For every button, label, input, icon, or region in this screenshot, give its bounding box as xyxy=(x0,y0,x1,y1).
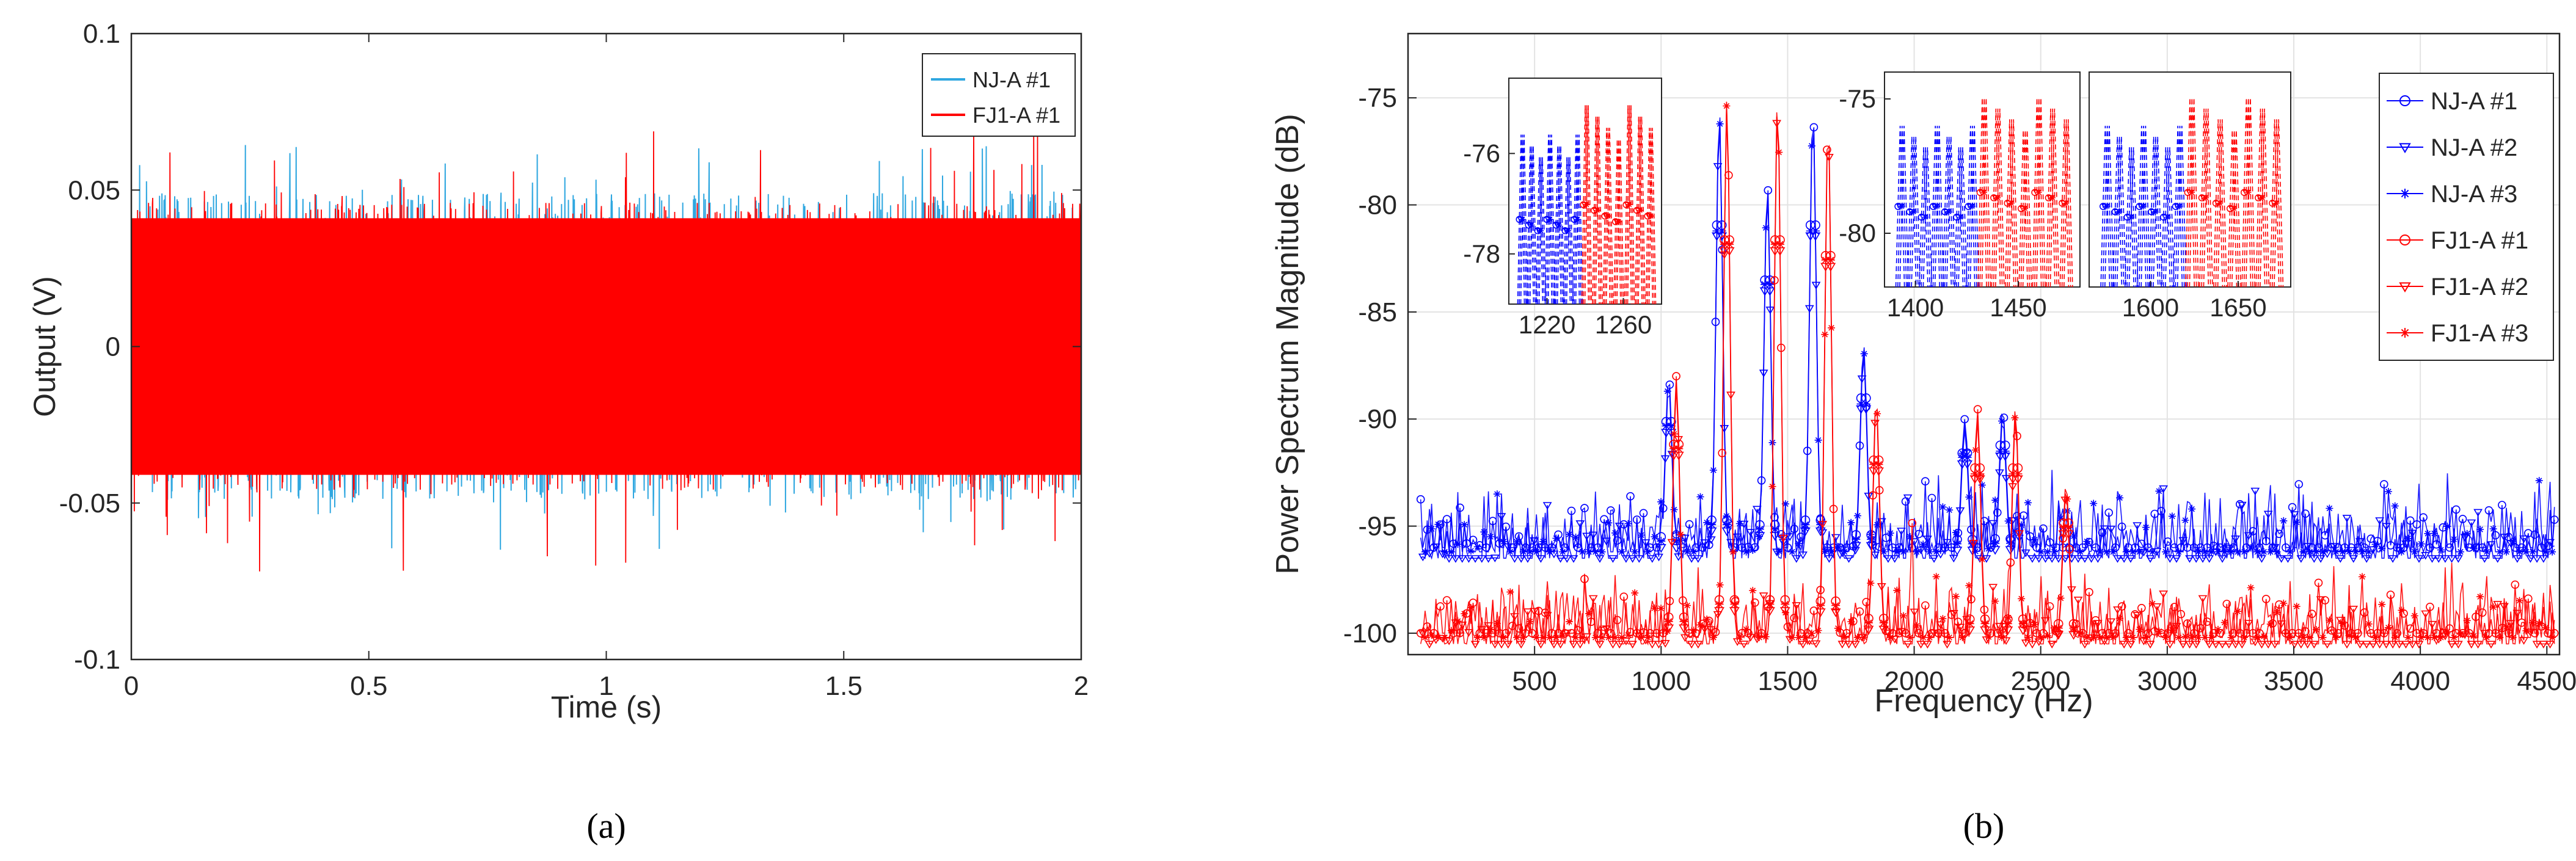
inset-x-tick-label: 1220 xyxy=(1519,310,1575,339)
inset-1220-1260: 1220 1260 -76 -78 xyxy=(1463,78,1662,339)
inset-x-tick-label: 1650 xyxy=(2209,293,2266,322)
inset-series-line xyxy=(1520,134,1583,304)
inset-y-tick-label: -76 xyxy=(1463,139,1500,167)
inset-series-markers xyxy=(2188,189,2280,212)
legend-label: FJ1-A #2 xyxy=(2431,274,2528,300)
inset-series-markers xyxy=(2104,203,2183,220)
y-tick-label: 0.1 xyxy=(83,19,120,49)
x-tick-label: 0 xyxy=(124,671,139,701)
panel-a: 0 0.5 1 1.5 2 0.1 0.05 0 -0.05 -0.1 Time (s) Output… xyxy=(27,19,1089,846)
x-tick-label: 3500 xyxy=(2264,666,2324,696)
legend-label: NJ-A #3 xyxy=(2431,181,2517,208)
legend-swatch-marker xyxy=(2399,234,2411,245)
spectrum-markers-nj-a-3 xyxy=(1421,120,2556,556)
x-axis-label: Time (s) xyxy=(551,690,662,724)
legend-swatch-marker xyxy=(2399,95,2411,106)
inset-series-markers xyxy=(1980,189,2070,212)
legend-swatch-marker xyxy=(2400,189,2410,198)
x-tick-label: 1500 xyxy=(1757,666,1817,696)
legend-label: NJ-A #1 xyxy=(972,67,1051,92)
panel-label-a: (a) xyxy=(586,806,626,846)
y-tick-label: 0 xyxy=(106,332,120,362)
x-tick-label: 2 xyxy=(1074,671,1089,701)
spectrum-markers-fj1-a-3 xyxy=(1421,102,2556,641)
spectrum-markers-nj-a-2 xyxy=(1418,163,2555,563)
inset-x-tick-label: 1400 xyxy=(1887,293,1944,322)
y-tick-label: -80 xyxy=(1358,191,1397,220)
inset-series-line xyxy=(1977,98,2070,287)
y-tick-label: -0.05 xyxy=(59,489,120,518)
inset-series-line xyxy=(1517,134,1580,304)
inset-series-markers xyxy=(1899,203,1976,220)
spectrum-markers-nj-a-1 xyxy=(1416,123,2559,552)
inset-series-markers xyxy=(1583,202,1654,225)
y-tick-label: -90 xyxy=(1358,404,1397,434)
legend-label: NJ-A #1 xyxy=(2431,88,2517,115)
inset-y-tick-label: -80 xyxy=(1839,219,1876,247)
x-tick-label: 1.5 xyxy=(825,671,863,701)
inset-series-line xyxy=(1981,98,2073,287)
x-tick-label: 0.5 xyxy=(350,671,387,701)
inset-series-line xyxy=(1899,125,1980,287)
legend-swatch-marker xyxy=(2400,328,2410,338)
legend-box-a xyxy=(922,53,1076,137)
signal-band-fill xyxy=(131,218,1081,475)
inset-series-line xyxy=(2187,98,2282,287)
x-tick-label: 500 xyxy=(1512,666,1556,696)
inset-x-tick-label: 1450 xyxy=(1990,293,2046,322)
panel-label-b: (b) xyxy=(1963,806,2005,846)
inset-series-markers xyxy=(1519,216,1581,234)
legend-box-b xyxy=(2379,73,2554,361)
legend-label: FJ1-A #1 xyxy=(2431,227,2528,254)
legend-label: FJ1-A #1 xyxy=(972,103,1060,128)
inset-series-line xyxy=(1584,105,1657,304)
inset-series-line xyxy=(2104,125,2187,287)
x-tick-label: 1000 xyxy=(1631,666,1691,696)
y-axis-label: Output (V) xyxy=(27,276,62,417)
legend-label: FJ1-A #3 xyxy=(2431,320,2528,347)
x-tick-label: 1 xyxy=(599,671,613,701)
axes-box-b xyxy=(1407,32,2561,656)
legend-swatch-marker xyxy=(2399,282,2411,292)
inset-series-line xyxy=(1519,134,1582,304)
y-tick-label: -100 xyxy=(1343,619,1397,648)
inset-series-line xyxy=(2184,98,2280,287)
inset-1400-1450: 1400 1450 -75 -80 xyxy=(1839,71,2081,322)
x-axis-label: Frequency (Hz) xyxy=(1874,683,2093,719)
y-tick-label: -85 xyxy=(1358,297,1397,327)
y-axis-label: Power Spectrum Magnitude (dB) xyxy=(1270,114,1305,574)
spectrum-line-nj-a-2 xyxy=(1420,128,2555,560)
x-tick-label: 2500 xyxy=(2011,666,2071,696)
inset-x-tick-label: 1600 xyxy=(2122,293,2179,322)
x-tick-label: 3000 xyxy=(2137,666,2197,696)
inset-series-line xyxy=(1895,125,1976,287)
panel-b: 500 1000 1500 2000 2500 3000 3500 4000 4500 -75 -8… xyxy=(1270,32,2576,846)
x-tick-label: 4000 xyxy=(2390,666,2450,696)
inset-series-line xyxy=(2102,125,2185,287)
inset-series-line xyxy=(1581,105,1654,304)
inset-series-line xyxy=(2100,125,2183,287)
inset-series-line xyxy=(1583,105,1655,304)
inset-series-line xyxy=(2189,98,2284,287)
y-tick-label: -75 xyxy=(1358,83,1397,113)
legend-swatch-marker xyxy=(2399,143,2411,153)
inset-x-tick-label: 1260 xyxy=(1595,310,1652,339)
y-tick-label: -0.1 xyxy=(74,645,120,675)
inset-1600-1650: 1600 1650 xyxy=(2089,71,2291,322)
y-tick-label: -95 xyxy=(1358,512,1397,542)
inset-y-tick-label: -75 xyxy=(1839,84,1876,113)
x-tick-label: 2000 xyxy=(1885,666,1944,696)
y-tick-label: 0.05 xyxy=(68,175,120,205)
inset-y-tick-label: -78 xyxy=(1463,239,1500,268)
x-tick-label: 4500 xyxy=(2517,666,2576,696)
legend-label: NJ-A #2 xyxy=(2431,134,2517,161)
inset-series-line xyxy=(1897,125,1977,287)
inset-series-line xyxy=(1979,98,2071,287)
